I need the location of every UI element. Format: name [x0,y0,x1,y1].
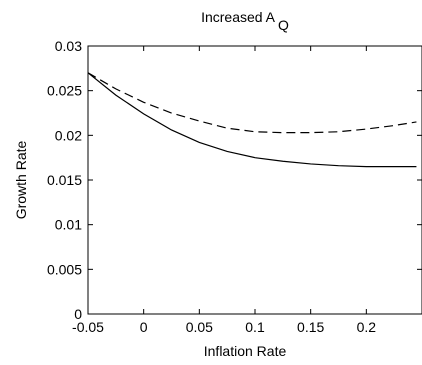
x-tick-label: 0.05 [186,319,213,335]
y-tick-label: 0.03 [55,38,82,54]
y-tick-label: 0.005 [47,261,82,277]
x-tick-label: 0.15 [297,319,324,335]
x-axis-label: Inflation Rate [204,343,287,359]
y-tick-label: 0.01 [55,217,82,233]
y-tick-label: 0 [74,306,82,322]
series-line-dashed [87,72,417,134]
plot-frame [87,45,422,315]
series-line-solid [87,72,417,168]
x-tick-label: 0 [140,319,148,335]
y-tick-label: 0.02 [55,127,82,143]
y-tick-label: 0.025 [47,83,82,99]
x-tick-label: 0.2 [357,319,377,335]
x-tick-label: 0.1 [245,319,265,335]
y-tick-label: 0.015 [47,172,82,188]
y-axis-label: Growth Rate [13,140,29,219]
x-tick-label: -0.05 [72,319,104,335]
